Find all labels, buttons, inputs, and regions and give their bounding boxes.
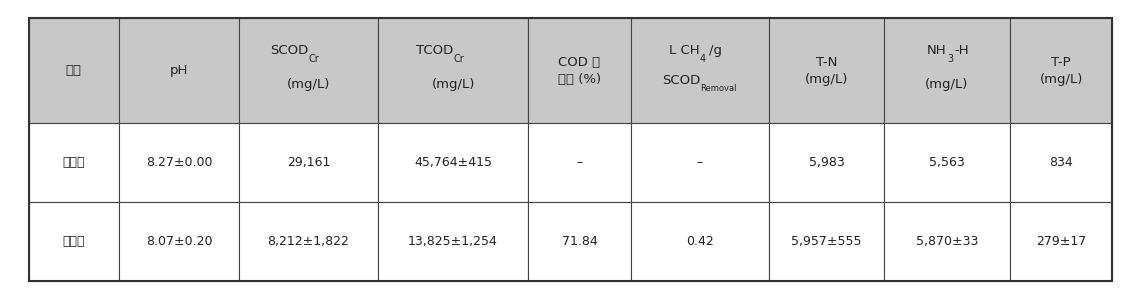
- Text: NH: NH: [928, 44, 947, 57]
- Bar: [631, 123, 769, 202]
- Bar: [119, 123, 240, 202]
- Text: pH: pH: [170, 64, 188, 77]
- Bar: [1010, 123, 1112, 202]
- Text: 45,764±415: 45,764±415: [414, 156, 492, 169]
- Text: -H: -H: [955, 44, 970, 57]
- Text: Cr: Cr: [453, 54, 464, 64]
- Bar: [769, 18, 883, 123]
- Text: T-N
(mg/L): T-N (mg/L): [804, 56, 848, 86]
- Text: SCOD: SCOD: [270, 44, 308, 57]
- Text: (mg/L): (mg/L): [431, 77, 475, 91]
- Text: 유출수: 유출수: [63, 235, 84, 248]
- Bar: [29, 18, 1112, 281]
- Bar: [240, 202, 378, 281]
- Bar: [29, 18, 119, 123]
- Text: 5,870±33: 5,870±33: [916, 235, 978, 248]
- Text: 29,161: 29,161: [286, 156, 330, 169]
- Text: 279±17: 279±17: [1036, 235, 1086, 248]
- Text: 유입수: 유입수: [63, 156, 84, 169]
- Text: Removal: Removal: [699, 84, 736, 93]
- Bar: [883, 202, 1010, 281]
- Bar: [378, 202, 528, 281]
- Bar: [119, 18, 240, 123]
- Bar: [528, 202, 631, 281]
- Bar: [631, 18, 769, 123]
- Text: T-P
(mg/L): T-P (mg/L): [1039, 56, 1083, 86]
- Text: 71.84: 71.84: [561, 235, 598, 248]
- Text: 13,825±1,254: 13,825±1,254: [408, 235, 497, 248]
- Text: 시료: 시료: [66, 64, 82, 77]
- Text: (mg/L): (mg/L): [286, 77, 330, 91]
- Bar: [378, 18, 528, 123]
- Bar: [883, 18, 1010, 123]
- Bar: [1010, 18, 1112, 123]
- Text: –: –: [697, 156, 703, 169]
- Text: 8.27±0.00: 8.27±0.00: [146, 156, 212, 169]
- Text: TCOD: TCOD: [415, 44, 453, 57]
- Text: 8,212±1,822: 8,212±1,822: [268, 235, 349, 248]
- Bar: [29, 202, 119, 281]
- Text: COD 제
거율 (%): COD 제 거율 (%): [558, 56, 601, 86]
- Bar: [378, 123, 528, 202]
- Bar: [240, 18, 378, 123]
- Bar: [240, 123, 378, 202]
- Text: 5,563: 5,563: [929, 156, 965, 169]
- Text: (mg/L): (mg/L): [925, 77, 969, 91]
- Bar: [528, 18, 631, 123]
- Text: 5,983: 5,983: [809, 156, 844, 169]
- Bar: [883, 123, 1010, 202]
- Bar: [29, 123, 119, 202]
- Text: /g: /g: [709, 44, 722, 57]
- Text: –: –: [576, 156, 583, 169]
- Bar: [769, 202, 883, 281]
- Text: 0.42: 0.42: [686, 235, 714, 248]
- Bar: [1010, 202, 1112, 281]
- Bar: [528, 123, 631, 202]
- Text: L CH: L CH: [670, 44, 699, 57]
- Text: 3: 3: [947, 54, 953, 64]
- Bar: [769, 123, 883, 202]
- Text: 5,957±555: 5,957±555: [791, 235, 861, 248]
- Text: SCOD: SCOD: [662, 74, 699, 87]
- Bar: [119, 202, 240, 281]
- Text: Cr: Cr: [308, 54, 319, 64]
- Text: 834: 834: [1050, 156, 1074, 169]
- Text: 4: 4: [699, 54, 706, 64]
- Bar: [631, 202, 769, 281]
- Text: 8.07±0.20: 8.07±0.20: [146, 235, 212, 248]
